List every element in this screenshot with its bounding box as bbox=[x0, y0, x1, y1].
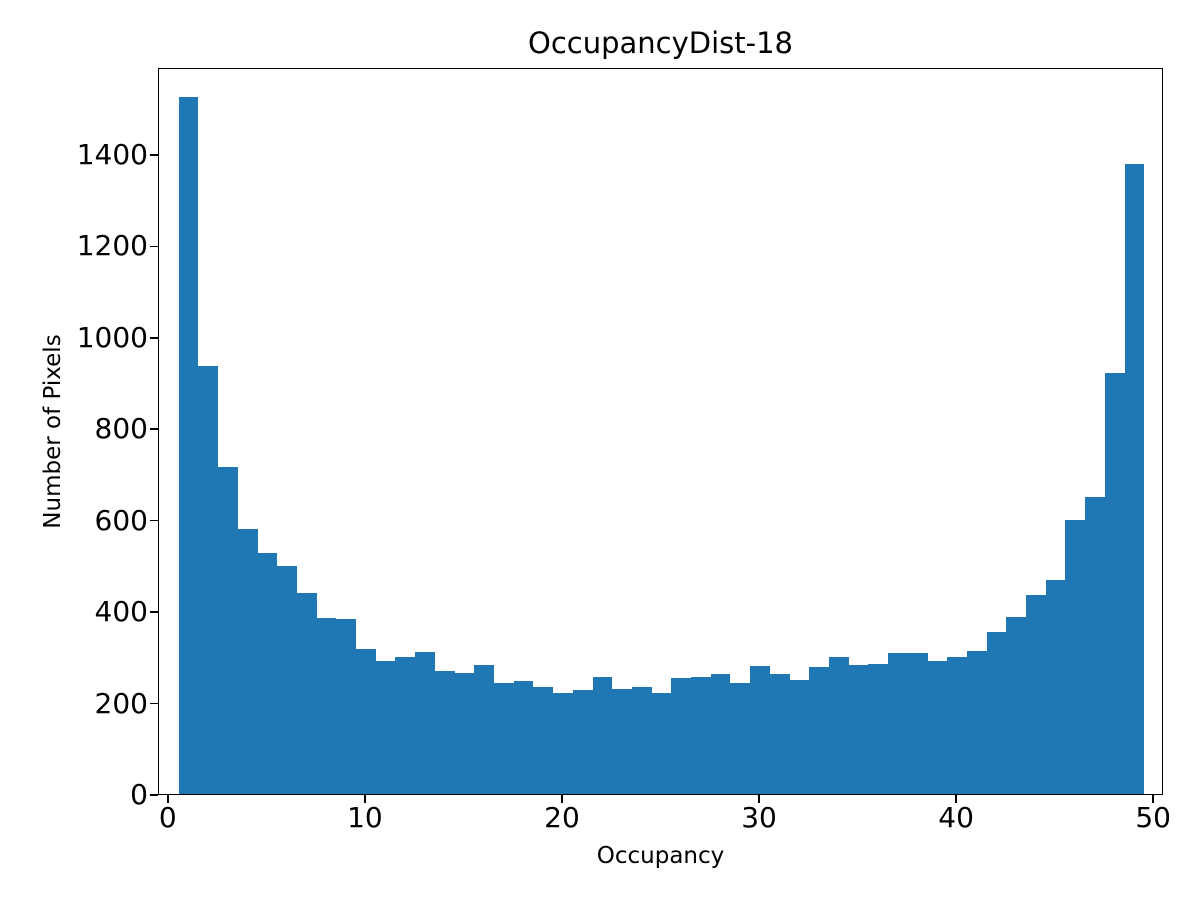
y-axis-tick-mark bbox=[150, 519, 158, 522]
histogram-bar bbox=[553, 693, 573, 794]
histogram-bar bbox=[730, 682, 751, 794]
y-axis-tick-mark bbox=[150, 794, 158, 796]
y-axis-tick-label: 200 bbox=[94, 686, 148, 720]
histogram-bar bbox=[691, 677, 711, 794]
histogram-bar bbox=[356, 648, 376, 794]
histogram-bar bbox=[947, 656, 967, 794]
histogram-bar bbox=[336, 618, 357, 794]
histogram-bar bbox=[395, 656, 416, 794]
x-axis-tick-mark bbox=[1152, 795, 1154, 803]
histogram-bar bbox=[1045, 580, 1066, 794]
histogram-bar bbox=[750, 665, 770, 794]
x-axis-tick-label: 30 bbox=[741, 801, 777, 834]
histogram-bar bbox=[710, 674, 731, 794]
histogram-bar bbox=[809, 667, 829, 794]
histogram-bar bbox=[1124, 163, 1145, 794]
histogram-bar bbox=[848, 664, 869, 794]
histogram-bar bbox=[986, 631, 1007, 794]
y-axis-tick-mark bbox=[150, 611, 158, 613]
y-axis-tick-label: 800 bbox=[94, 412, 148, 446]
plot-area bbox=[158, 68, 1163, 795]
histogram-bar bbox=[631, 686, 652, 794]
x-axis-tick-mark bbox=[167, 795, 169, 803]
y-axis-tick-mark bbox=[150, 336, 158, 339]
histogram-bar bbox=[651, 692, 672, 794]
y-axis-tick-label: 1200 bbox=[76, 229, 148, 263]
histogram-bar bbox=[434, 671, 455, 794]
histogram-bar bbox=[178, 96, 199, 794]
histogram-bar bbox=[513, 681, 534, 794]
histogram-bar bbox=[257, 552, 278, 794]
histogram-bar bbox=[1026, 595, 1046, 794]
histogram-bar bbox=[533, 687, 554, 794]
y-axis-tick-mark bbox=[150, 154, 158, 156]
y-axis-tick-mark bbox=[150, 428, 158, 430]
histogram-bar bbox=[494, 682, 514, 794]
x-axis-tick-mark bbox=[364, 795, 366, 803]
histogram-bar bbox=[375, 661, 396, 794]
histogram-bar bbox=[829, 656, 849, 794]
y-axis-tick-label: 400 bbox=[94, 595, 148, 629]
histogram-bar bbox=[1104, 373, 1125, 794]
x-axis-tick-label: 50 bbox=[1135, 801, 1171, 834]
histogram-bar bbox=[454, 672, 475, 794]
histogram-bar bbox=[868, 663, 889, 794]
x-axis-tick-label: 20 bbox=[544, 801, 580, 834]
x-axis-tick-label: 0 bbox=[158, 801, 177, 834]
histogram-bar bbox=[671, 678, 692, 794]
histogram-bar bbox=[1085, 496, 1105, 794]
histogram-bar bbox=[237, 528, 258, 794]
x-axis-tick-label: 40 bbox=[938, 801, 974, 834]
x-axis-tick-mark bbox=[955, 795, 957, 803]
y-axis-tick-label: 1000 bbox=[76, 320, 148, 354]
histogram-bar bbox=[296, 592, 317, 794]
histogram-bar bbox=[316, 617, 337, 794]
y-axis-tick-mark bbox=[150, 245, 158, 248]
histogram-bar bbox=[927, 661, 948, 794]
y-axis-tick-label: 1400 bbox=[76, 137, 148, 171]
histogram-bar bbox=[966, 650, 987, 794]
y-axis-tick-mark bbox=[150, 702, 158, 705]
x-axis-tick-mark bbox=[561, 795, 563, 803]
histogram-bar bbox=[572, 690, 593, 794]
x-axis-tick-mark bbox=[758, 795, 760, 803]
histogram-bar bbox=[1006, 616, 1027, 794]
x-axis-label: Occupancy bbox=[596, 843, 725, 869]
histogram-bar bbox=[769, 673, 790, 794]
histogram-bar bbox=[789, 679, 810, 794]
histogram-bar bbox=[888, 653, 908, 794]
histogram-bar bbox=[198, 365, 219, 794]
histogram-bar bbox=[907, 653, 928, 794]
x-axis-tick-label: 10 bbox=[347, 801, 383, 834]
y-axis-tick-label: 0 bbox=[130, 778, 148, 811]
histogram-bars bbox=[159, 69, 1162, 794]
histogram-bar bbox=[415, 652, 435, 794]
histogram-bar bbox=[1065, 519, 1086, 794]
histogram-bar bbox=[592, 676, 613, 794]
histogram-bar bbox=[277, 566, 297, 794]
histogram-bar bbox=[612, 689, 632, 794]
y-axis-tick-label: 600 bbox=[94, 503, 148, 537]
histogram-bar bbox=[218, 466, 238, 794]
histogram-bar bbox=[474, 664, 494, 794]
chart-title: OccupancyDist-18 bbox=[528, 26, 793, 60]
